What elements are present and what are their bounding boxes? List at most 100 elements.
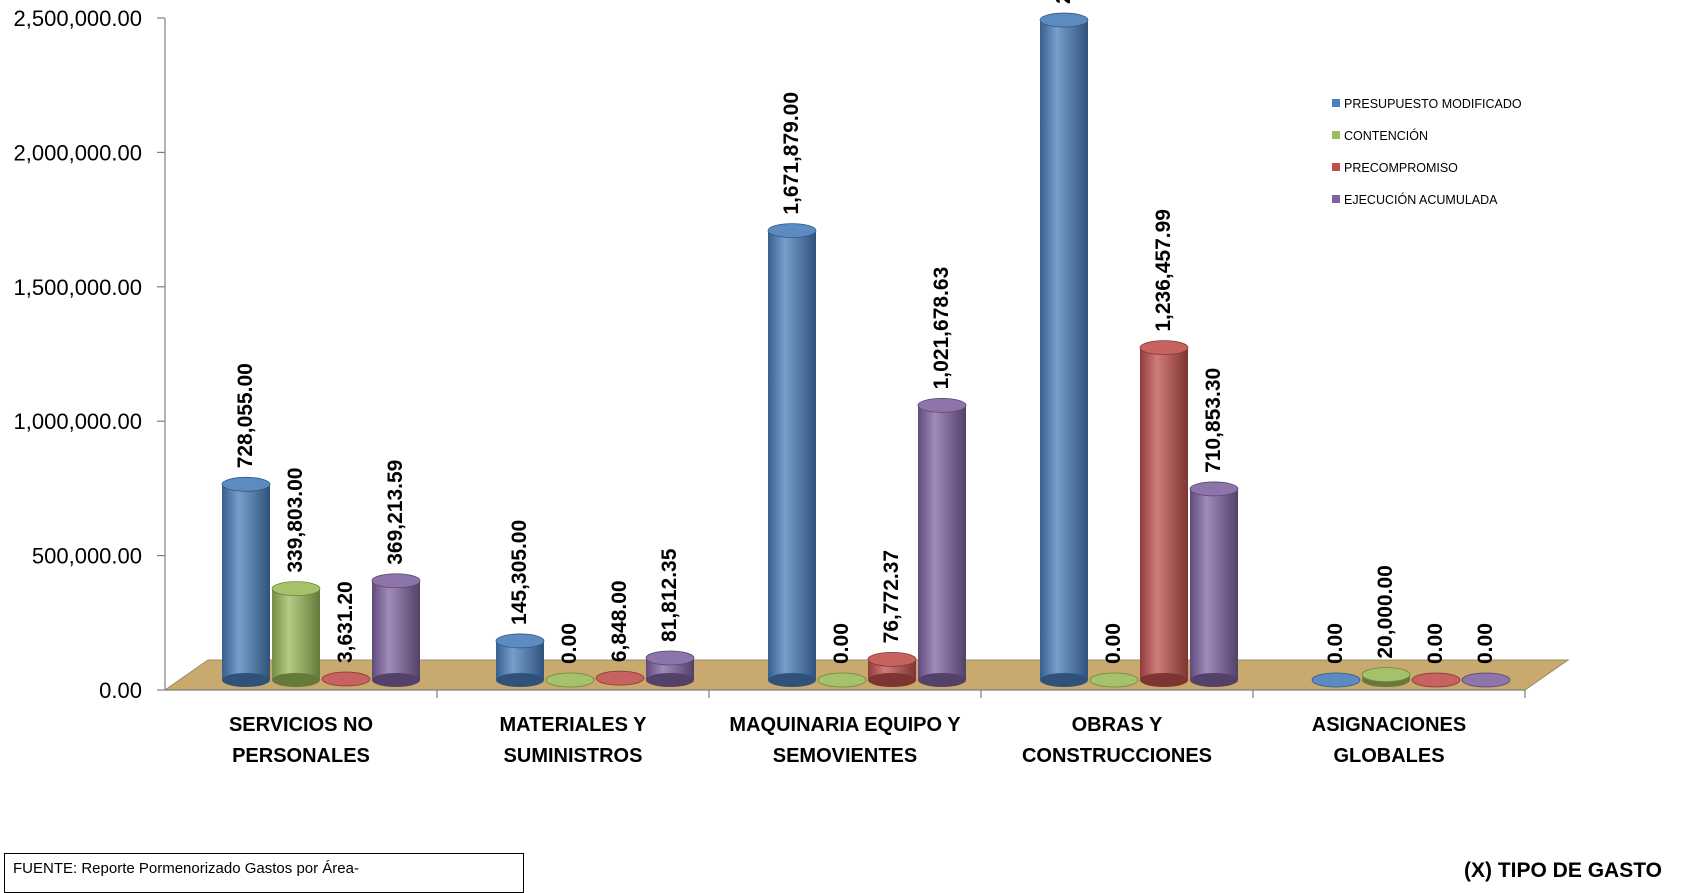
bar <box>867 651 917 687</box>
bar-top <box>1089 672 1139 688</box>
data-label: 81,812.35 <box>658 548 681 642</box>
legend-label: EJECUCIÓN ACUMULADA <box>1344 192 1498 207</box>
data-label: 2,455,168.00 <box>1052 0 1075 4</box>
bar <box>1361 667 1411 687</box>
bar-bottom <box>372 673 420 687</box>
bar <box>1139 340 1189 687</box>
category-label: SEMOVIENTES <box>773 745 917 767</box>
source-text: FUENTE: Reporte Pormenorizado Gastos por… <box>13 860 359 877</box>
bar-body <box>1190 488 1238 680</box>
data-labels: 728,055.00 339,803.00 3,631.20 369,213.59 14… <box>234 0 1497 664</box>
data-label: 145,305.00 <box>508 520 531 625</box>
bar-bottom <box>1140 673 1188 687</box>
bar-top <box>545 672 595 688</box>
bar <box>767 223 817 687</box>
bar-body <box>768 230 816 680</box>
bar-bottom <box>272 673 320 687</box>
legend-swatch <box>1332 195 1340 203</box>
bar-top <box>1039 12 1089 28</box>
data-label: 710,853.30 <box>1202 368 1225 473</box>
bar-top <box>271 581 321 597</box>
bar <box>1311 672 1361 688</box>
category-label: CONSTRUCCIONES <box>1022 745 1212 767</box>
category-label: SERVICIOS NO <box>229 714 373 736</box>
bar <box>495 633 545 687</box>
bar <box>371 573 421 687</box>
category-label: MATERIALES Y <box>499 714 647 736</box>
bar-body <box>918 405 966 680</box>
bar <box>645 650 695 687</box>
bar-top <box>1139 340 1189 356</box>
data-label: 3,631.20 <box>334 581 357 663</box>
data-label: 369,213.59 <box>384 460 407 565</box>
y-tick-label: 0.00 <box>99 678 142 703</box>
y-tick-label: 2,000,000.00 <box>14 140 142 165</box>
y-tick-label: 2,500,000.00 <box>14 6 142 31</box>
bar <box>1089 672 1139 688</box>
data-label: 0.00 <box>1324 623 1347 664</box>
legend-swatch <box>1332 163 1340 171</box>
bar-top <box>221 476 271 492</box>
bar-top <box>1311 672 1361 688</box>
x-axis-categories: SERVICIOS NO PERSONALES MATERIALES Y SUMINI… <box>229 714 1466 767</box>
category-label: MAQUINARIA EQUIPO Y <box>729 714 961 736</box>
y-axis: 0.00 500,000.00 1,000,000.00 1,500,000.00 2,… <box>14 6 1526 703</box>
data-label: 1,021,678.63 <box>930 267 953 390</box>
category-label: ASIGNACIONES <box>1312 714 1466 736</box>
source-note: FUENTE: Reporte Pormenorizado Gastos por… <box>4 853 524 893</box>
y-tick-label: 1,000,000.00 <box>14 409 142 434</box>
bar <box>221 476 271 687</box>
bar-bottom <box>1190 673 1238 687</box>
bar <box>1189 481 1239 687</box>
data-label: 1,236,457.99 <box>1152 209 1175 332</box>
bar-bottom <box>768 673 816 687</box>
data-label: 0.00 <box>558 623 581 664</box>
legend-item: EJECUCIÓN ACUMULADA <box>1332 192 1498 207</box>
bar-bottom <box>496 673 544 687</box>
x-axis-label: (X) TIPO DE GASTO <box>1464 859 1662 882</box>
bar <box>1039 12 1089 687</box>
bar-top <box>1189 481 1239 497</box>
bar-bottom <box>918 673 966 687</box>
data-label: 0.00 <box>830 623 853 664</box>
bar <box>1461 672 1511 688</box>
y-tick-label: 500,000.00 <box>32 544 142 569</box>
bar-top <box>817 672 867 688</box>
bar-body <box>1040 20 1088 680</box>
bar <box>1411 672 1461 688</box>
legend-item: PRECOMPROMISO <box>1332 161 1458 175</box>
data-label: 76,772.37 <box>880 550 903 643</box>
legend-label: CONTENCIÓN <box>1344 128 1428 143</box>
bar-body <box>372 580 420 680</box>
bar-top <box>917 397 967 413</box>
legend-item: CONTENCIÓN <box>1332 128 1428 143</box>
bar-bottom <box>1040 673 1088 687</box>
bar-top <box>867 651 917 667</box>
data-label: 6,848.00 <box>608 580 631 662</box>
bar-body <box>222 484 270 680</box>
legend-label: PRESUPUESTO MODIFICADO <box>1344 97 1522 111</box>
bar-bottom <box>868 673 916 687</box>
data-label: 0.00 <box>1102 623 1125 664</box>
data-label: 0.00 <box>1424 623 1447 664</box>
legend-swatch <box>1332 99 1340 107</box>
category-label: OBRAS Y <box>1072 714 1163 736</box>
bar-top <box>371 573 421 589</box>
bar <box>545 672 595 688</box>
bar-top <box>645 650 695 666</box>
bar-top <box>1461 672 1511 688</box>
bar-top <box>1411 672 1461 688</box>
bar-body <box>1140 347 1188 680</box>
bar <box>321 671 371 687</box>
category-label: SUMINISTROS <box>504 745 643 767</box>
bar-top <box>595 670 645 686</box>
bar-bottom <box>222 673 270 687</box>
data-label: 339,803.00 <box>284 468 307 573</box>
bar <box>917 397 967 687</box>
bar-top <box>1361 667 1411 683</box>
bar-top <box>495 633 545 649</box>
legend: PRESUPUESTO MODIFICADO CONTENCIÓN PRECOMPR… <box>1332 97 1522 207</box>
legend-swatch <box>1332 131 1340 139</box>
legend-item: PRESUPUESTO MODIFICADO <box>1332 97 1522 111</box>
